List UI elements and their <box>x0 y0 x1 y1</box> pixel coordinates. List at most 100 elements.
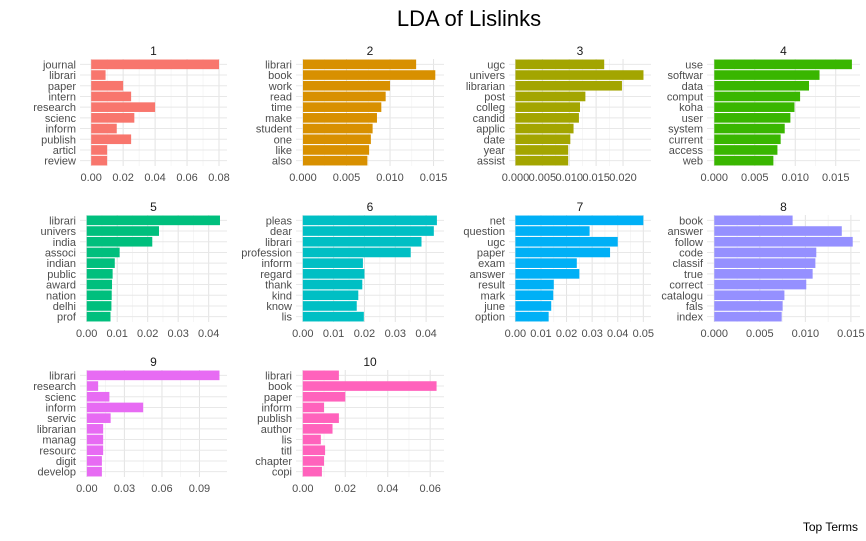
category-label: review <box>44 156 76 168</box>
category-label: assist <box>477 156 505 168</box>
bar-student <box>302 123 373 134</box>
bar-publish <box>91 134 132 145</box>
category-label: inform <box>45 402 76 414</box>
category-label: book <box>268 381 292 393</box>
x-tick-label: 0.01 <box>530 328 551 340</box>
bar-author <box>302 424 333 434</box>
bar-paper <box>515 247 611 258</box>
category-label: kind <box>272 290 292 302</box>
bar-kind <box>302 290 359 301</box>
category-label: research <box>33 381 76 393</box>
bar-correct <box>714 279 807 290</box>
category-label: true <box>684 269 703 281</box>
category-label: paper <box>477 247 505 259</box>
category-label: librari <box>265 370 292 382</box>
category-label: intern <box>48 91 76 103</box>
category-label: research <box>33 102 76 114</box>
chart-caption: Top Terms <box>802 520 858 534</box>
bar-web <box>714 155 774 166</box>
x-tick-label: 0.000 <box>701 328 729 340</box>
category-label: inform <box>45 124 76 136</box>
category-label: delhi <box>53 301 76 313</box>
category-label: code <box>679 247 703 259</box>
x-tick-label: 0.02 <box>556 328 577 340</box>
bar-profession <box>302 247 411 258</box>
facet-panel-3: 3 ugcuniverslibrarianpostcollegcandidappl… <box>466 44 651 184</box>
bar-inform <box>86 402 144 413</box>
x-tick-label: 0.00 <box>292 483 313 495</box>
bar-answer <box>714 226 842 236</box>
category-label: classif <box>672 258 704 270</box>
bar-book <box>302 70 436 80</box>
facet-label: 5 <box>150 200 157 214</box>
bar-work <box>302 80 391 91</box>
category-label: user <box>682 113 704 125</box>
bar-date <box>515 134 571 145</box>
category-label: librari <box>265 59 292 71</box>
x-tick-label: 0.000 <box>701 172 729 184</box>
category-label: publish <box>257 413 292 425</box>
category-label: copi <box>272 467 292 479</box>
bar-dear <box>302 226 434 236</box>
bar-follow <box>714 236 853 247</box>
bar-servic <box>86 413 111 423</box>
facet-label: 4 <box>780 44 787 58</box>
bar-question <box>515 226 590 236</box>
category-label: journal <box>42 59 76 71</box>
x-tick-label: 0.02 <box>335 483 356 495</box>
category-label: articl <box>53 145 76 157</box>
category-label: june <box>483 301 505 313</box>
facet-panel-5: 5 librariuniversindiaassociindianpublicaw… <box>41 200 227 340</box>
x-tick-label: 0.06 <box>176 172 197 184</box>
category-label: librari <box>49 70 76 82</box>
category-label: candid <box>473 113 505 125</box>
bar-answer <box>515 269 580 279</box>
category-label: web <box>682 156 703 168</box>
bar-comput <box>714 91 801 102</box>
bar-applic <box>515 123 574 134</box>
category-label: fals <box>686 301 704 313</box>
bar-system <box>714 123 785 134</box>
category-label: thank <box>265 280 292 292</box>
bar-june <box>515 301 552 311</box>
facet-label: 10 <box>363 355 377 369</box>
category-label: inform <box>261 402 292 414</box>
bar-ugc <box>515 236 618 247</box>
bar-use <box>714 59 852 70</box>
category-label: date <box>484 134 505 146</box>
category-label: correct <box>669 280 703 292</box>
category-label: ugc <box>487 237 505 249</box>
x-tick-label: 0.00 <box>292 328 313 340</box>
bar-indian <box>86 258 115 268</box>
x-tick-label: 0.08 <box>208 172 229 184</box>
facet-panel-7: 7 netquestionugcpaperexamanswerresultmark… <box>463 200 654 340</box>
category-label: scienc <box>45 113 77 125</box>
x-tick-label: 0.04 <box>377 483 398 495</box>
bar-titl <box>302 445 326 456</box>
category-label: applic <box>476 124 505 136</box>
bar-colleg <box>515 102 580 112</box>
bar-assist <box>515 155 569 166</box>
bar-regard <box>302 269 365 279</box>
bar-result <box>515 279 554 290</box>
bar-librari <box>302 370 339 381</box>
bar-book <box>714 215 793 226</box>
bar-articl <box>91 145 108 155</box>
x-tick-label: 0.00 <box>505 328 526 340</box>
category-label: post <box>484 91 505 103</box>
x-tick-label: 0.04 <box>144 172 165 184</box>
bar-current <box>714 134 781 145</box>
category-label: current <box>669 134 703 146</box>
bar-research <box>86 381 99 391</box>
bar-fals <box>714 301 783 311</box>
category-label: nation <box>46 290 76 302</box>
bar-like <box>302 145 370 155</box>
bar-exam <box>515 258 577 268</box>
facet-label: 1 <box>150 44 157 58</box>
category-label: indian <box>47 258 76 270</box>
category-label: exam <box>478 258 505 270</box>
category-label: also <box>272 156 292 168</box>
category-label: access <box>669 145 704 157</box>
category-label: regard <box>260 269 292 281</box>
